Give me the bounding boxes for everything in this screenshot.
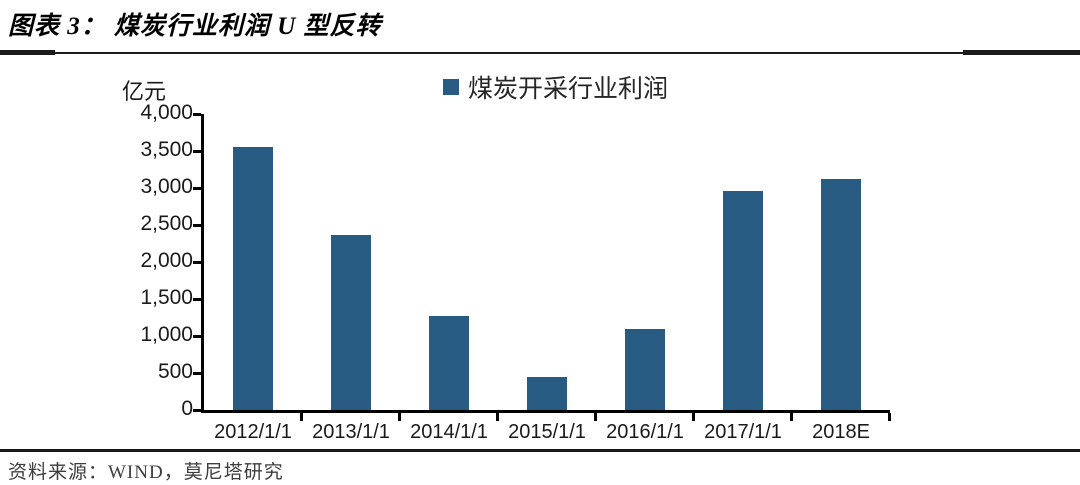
- y-axis-tick-label: 1,000: [140, 323, 193, 346]
- x-axis-tick-label: 2016/1/1: [606, 421, 684, 443]
- y-axis-tick: [193, 186, 201, 190]
- divider-thick-left: [0, 50, 55, 55]
- bar-2016/1/1: [625, 329, 665, 410]
- x-axis-tick: [300, 413, 303, 421]
- category-slot: 2017/1/1: [694, 114, 793, 443]
- legend-series-label: 煤炭开采行业利润: [468, 75, 669, 103]
- divider-thin-middle: [55, 51, 963, 54]
- x-axis-tick-label: 2012/1/1: [214, 421, 292, 443]
- y-axis-tick: [193, 334, 201, 338]
- bar-2017/1/1: [723, 190, 763, 410]
- y-axis-tick-label: 2,500: [140, 212, 193, 235]
- y-axis-tick-label: 0: [181, 397, 193, 420]
- y-axis-tick: [193, 371, 201, 375]
- x-axis-tick-label: 2015/1/1: [508, 421, 586, 443]
- bar-2014/1/1: [429, 316, 469, 410]
- category-slot: 2016/1/1: [596, 114, 695, 443]
- y-axis-tick: [193, 223, 201, 227]
- title-divider: [0, 49, 1080, 56]
- x-axis-tick-label: 2017/1/1: [704, 421, 782, 443]
- divider-thick-right: [963, 50, 1080, 55]
- x-axis-tick: [692, 413, 695, 421]
- source-note: 资料来源：WIND，莫尼塔研究: [8, 462, 284, 483]
- y-axis-tick-label: 500: [157, 360, 193, 383]
- y-axis-tick-label: 4,000: [140, 101, 193, 124]
- figure-title: 图表 3： 煤炭行业利润 U 型反转: [8, 13, 382, 40]
- x-axis-tick: [496, 413, 499, 421]
- category-slot: 2012/1/1: [204, 114, 303, 443]
- plot-area: 2012/1/1 2013/1/1 2014/1/1 2015/1/1 2016/1/1…: [140, 101, 891, 443]
- legend-swatch-icon: [443, 79, 459, 95]
- category-slot: 2015/1/1: [498, 114, 597, 443]
- y-axis-tick-label: 1,500: [140, 286, 193, 309]
- y-axis-tick: [193, 149, 201, 153]
- bar-2013/1/1: [331, 234, 371, 410]
- category-slot: 2014/1/1: [400, 114, 499, 443]
- x-axis-tick-label: 2013/1/1: [312, 421, 390, 443]
- legend: 煤炭开采行业利润: [443, 74, 668, 103]
- y-axis-tick: [193, 112, 201, 116]
- x-axis-tick: [398, 413, 401, 421]
- category-slot: 2018E: [792, 114, 891, 443]
- y-axis-tick: [193, 297, 201, 301]
- y-axis-tick: [193, 260, 201, 264]
- y-axis-tick-label: 2,000: [140, 249, 193, 272]
- bottom-divider: [0, 449, 1080, 452]
- y-axis-unit-label: 亿元: [122, 79, 167, 104]
- x-axis-tick: [888, 413, 891, 421]
- bar-2018E: [821, 179, 861, 410]
- y-axis-tick-label: 3,000: [140, 175, 193, 198]
- x-axis-tick-label: 2018E: [812, 421, 870, 443]
- bar-slots: 2012/1/1 2013/1/1 2014/1/1 2015/1/1 2016/1/1…: [204, 114, 891, 443]
- y-axis-tick-label: 3,500: [140, 138, 193, 161]
- y-axis-tick: [193, 408, 201, 412]
- x-axis-tick: [594, 413, 597, 421]
- category-slot: 2013/1/1: [302, 114, 401, 443]
- bar-2015/1/1: [527, 377, 567, 410]
- x-axis-tick-label: 2014/1/1: [410, 421, 488, 443]
- x-axis-tick: [790, 413, 793, 421]
- bar-2012/1/1: [233, 147, 273, 410]
